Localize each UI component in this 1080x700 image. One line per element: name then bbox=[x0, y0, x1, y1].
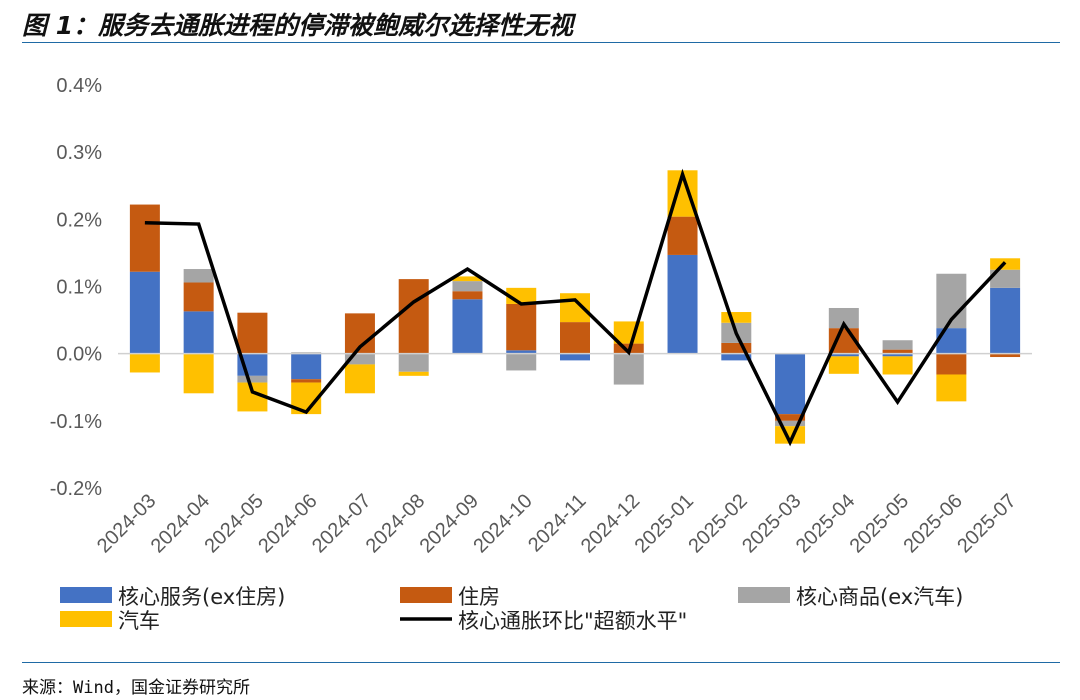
y-tick-label: 0.0% bbox=[56, 344, 102, 366]
x-tick-label: 2025-06 bbox=[899, 490, 966, 557]
x-tick-label: 2024-12 bbox=[577, 490, 644, 557]
x-tick-label: 2024-05 bbox=[200, 490, 267, 557]
bar-segment-series-2 bbox=[237, 312, 268, 354]
legend: 核心服务(ex住房) 住房 核心商品(ex汽车) 汽车 核心通胀环比"超额水平" bbox=[60, 585, 963, 633]
title-rule bbox=[22, 42, 1060, 43]
bar-segment-series-3 bbox=[882, 340, 913, 350]
bar-segment-series-2 bbox=[398, 279, 429, 354]
bar-segment-series-1 bbox=[560, 353, 590, 361]
bar-segment-series-2 bbox=[183, 282, 214, 312]
bar-segment-series-3 bbox=[398, 353, 429, 372]
bar-segment-series-1 bbox=[183, 311, 214, 354]
y-tick-label: 0.4% bbox=[56, 75, 102, 97]
y-tick-label: 0.1% bbox=[56, 277, 102, 299]
legend-label: 核心服务(ex住房) bbox=[118, 585, 285, 609]
bar-segment-series-3 bbox=[506, 353, 537, 371]
x-tick-label: 2024-07 bbox=[308, 490, 375, 557]
source-rule bbox=[22, 662, 1060, 663]
bar-segment-series-4 bbox=[882, 356, 913, 375]
bar-segment-series-1 bbox=[667, 254, 698, 354]
bar-segment-series-3 bbox=[452, 281, 483, 292]
source-note: 来源：Wind，国金证券研究所 bbox=[22, 678, 250, 698]
bar-segment-series-2 bbox=[129, 204, 160, 272]
bar-segment-series-3 bbox=[237, 375, 268, 383]
bar-segment-series-4 bbox=[560, 293, 590, 323]
bar-segment-series-2 bbox=[506, 303, 537, 351]
bar-segment-series-1 bbox=[828, 353, 859, 357]
bar-segment-series-4 bbox=[183, 353, 214, 394]
bar-segment-series-2 bbox=[990, 353, 1021, 358]
bar-segment-series-1 bbox=[775, 353, 806, 415]
y-tick-label: -0.1% bbox=[50, 411, 102, 433]
bar-segment-series-4 bbox=[398, 371, 429, 376]
x-tick-label: 2025-01 bbox=[631, 490, 698, 557]
x-tick-label: 2024-04 bbox=[147, 490, 214, 557]
figure-title: 图 1：服务去通胀进程的停滞被鲍威尔选择性无视 bbox=[22, 11, 574, 40]
bar-segment-series-4 bbox=[129, 353, 160, 373]
bar-segment-series-2 bbox=[721, 342, 752, 354]
bar-segment-series-1 bbox=[882, 353, 913, 357]
bar-segment-series-2 bbox=[291, 379, 322, 383]
legend-label: 住房 bbox=[458, 585, 500, 609]
bar-segment-series-4 bbox=[721, 312, 752, 323]
bar-segment-series-2 bbox=[775, 414, 806, 421]
legend-swatch-series-3 bbox=[738, 587, 790, 603]
chart-canvas: 0.4%0.3%0.2%0.1%0.0%-0.1%-0.2% 2024-0320… bbox=[50, 75, 1032, 633]
bar-segment-series-1 bbox=[506, 350, 537, 354]
x-axis: 2024-032024-042024-052024-062024-072024-… bbox=[93, 490, 1021, 557]
bar-segment-series-2 bbox=[560, 322, 590, 354]
line-layer bbox=[144, 168, 1007, 447]
bar-segment-series-2 bbox=[452, 291, 483, 300]
bar-segment-series-3 bbox=[775, 420, 806, 427]
bar-segment-series-4 bbox=[344, 364, 375, 394]
bar-segment-series-3 bbox=[990, 269, 1021, 288]
bar-segment-series-1 bbox=[291, 353, 322, 380]
bar-segment-series-2 bbox=[667, 216, 698, 255]
x-tick-label: 2025-04 bbox=[792, 490, 859, 557]
legend-label: 核心商品(ex汽车) bbox=[796, 585, 963, 609]
x-tick-label: 2024-06 bbox=[254, 490, 321, 557]
bar-segment-series-1 bbox=[452, 299, 483, 354]
excess-core-inflation-line bbox=[144, 168, 1007, 447]
bar-segment-series-3 bbox=[344, 353, 375, 365]
bar-segment-series-1 bbox=[721, 353, 752, 361]
legend-swatch-series-2 bbox=[400, 587, 452, 603]
x-tick-label: 2024-09 bbox=[416, 490, 483, 557]
legend-label: 核心通胀环比"超额水平" bbox=[458, 609, 687, 633]
y-tick-label: -0.2% bbox=[50, 478, 102, 500]
bar-segment-series-2 bbox=[882, 349, 913, 354]
bar-segment-series-4 bbox=[452, 276, 483, 282]
x-tick-label: 2025-02 bbox=[684, 490, 751, 557]
bar-segment-series-2 bbox=[936, 353, 967, 375]
x-tick-label: 2024-08 bbox=[362, 490, 429, 557]
x-tick-label: 2024-03 bbox=[93, 490, 160, 557]
bar-segment-series-3 bbox=[183, 269, 214, 283]
bar-layer bbox=[129, 170, 1021, 444]
bar-segment-series-4 bbox=[936, 374, 967, 402]
bar-segment-series-3 bbox=[613, 353, 644, 385]
bar-segment-series-1 bbox=[129, 271, 160, 354]
x-tick-label: 2025-07 bbox=[953, 490, 1020, 557]
legend-label: 汽车 bbox=[118, 609, 160, 633]
legend-swatch-series-1 bbox=[60, 587, 112, 603]
bar-segment-series-1 bbox=[936, 328, 967, 354]
bar-segment-series-4 bbox=[828, 356, 859, 374]
y-tick-label: 0.2% bbox=[56, 209, 102, 231]
y-axis: 0.4% 0.3% 0.2% 0.1% 0.0% -0.1% -0.2% bbox=[50, 75, 102, 500]
y-tick-label: 0.3% bbox=[56, 142, 102, 164]
legend-swatch-series-4 bbox=[60, 611, 112, 627]
x-tick-label: 2024-10 bbox=[469, 490, 536, 557]
x-tick-label: 2025-05 bbox=[846, 490, 913, 557]
bar-segment-series-3 bbox=[828, 307, 859, 329]
x-tick-label: 2025-03 bbox=[738, 490, 805, 557]
bar-segment-series-1 bbox=[990, 287, 1021, 354]
